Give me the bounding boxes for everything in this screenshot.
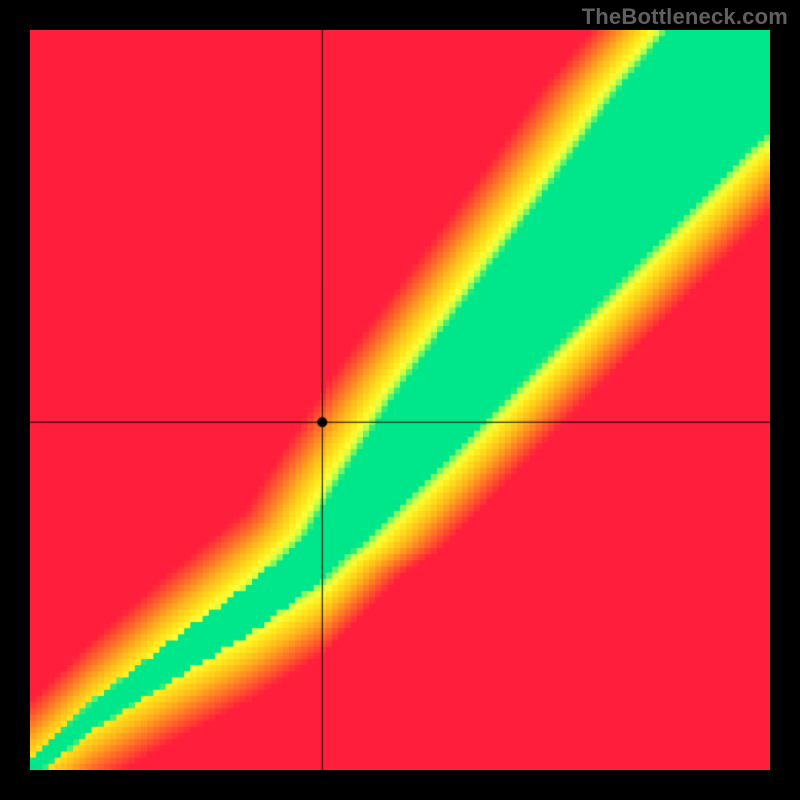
chart-container: TheBottleneck.com <box>0 0 800 800</box>
watermark-text: TheBottleneck.com <box>582 4 788 30</box>
heatmap-canvas <box>30 30 770 770</box>
